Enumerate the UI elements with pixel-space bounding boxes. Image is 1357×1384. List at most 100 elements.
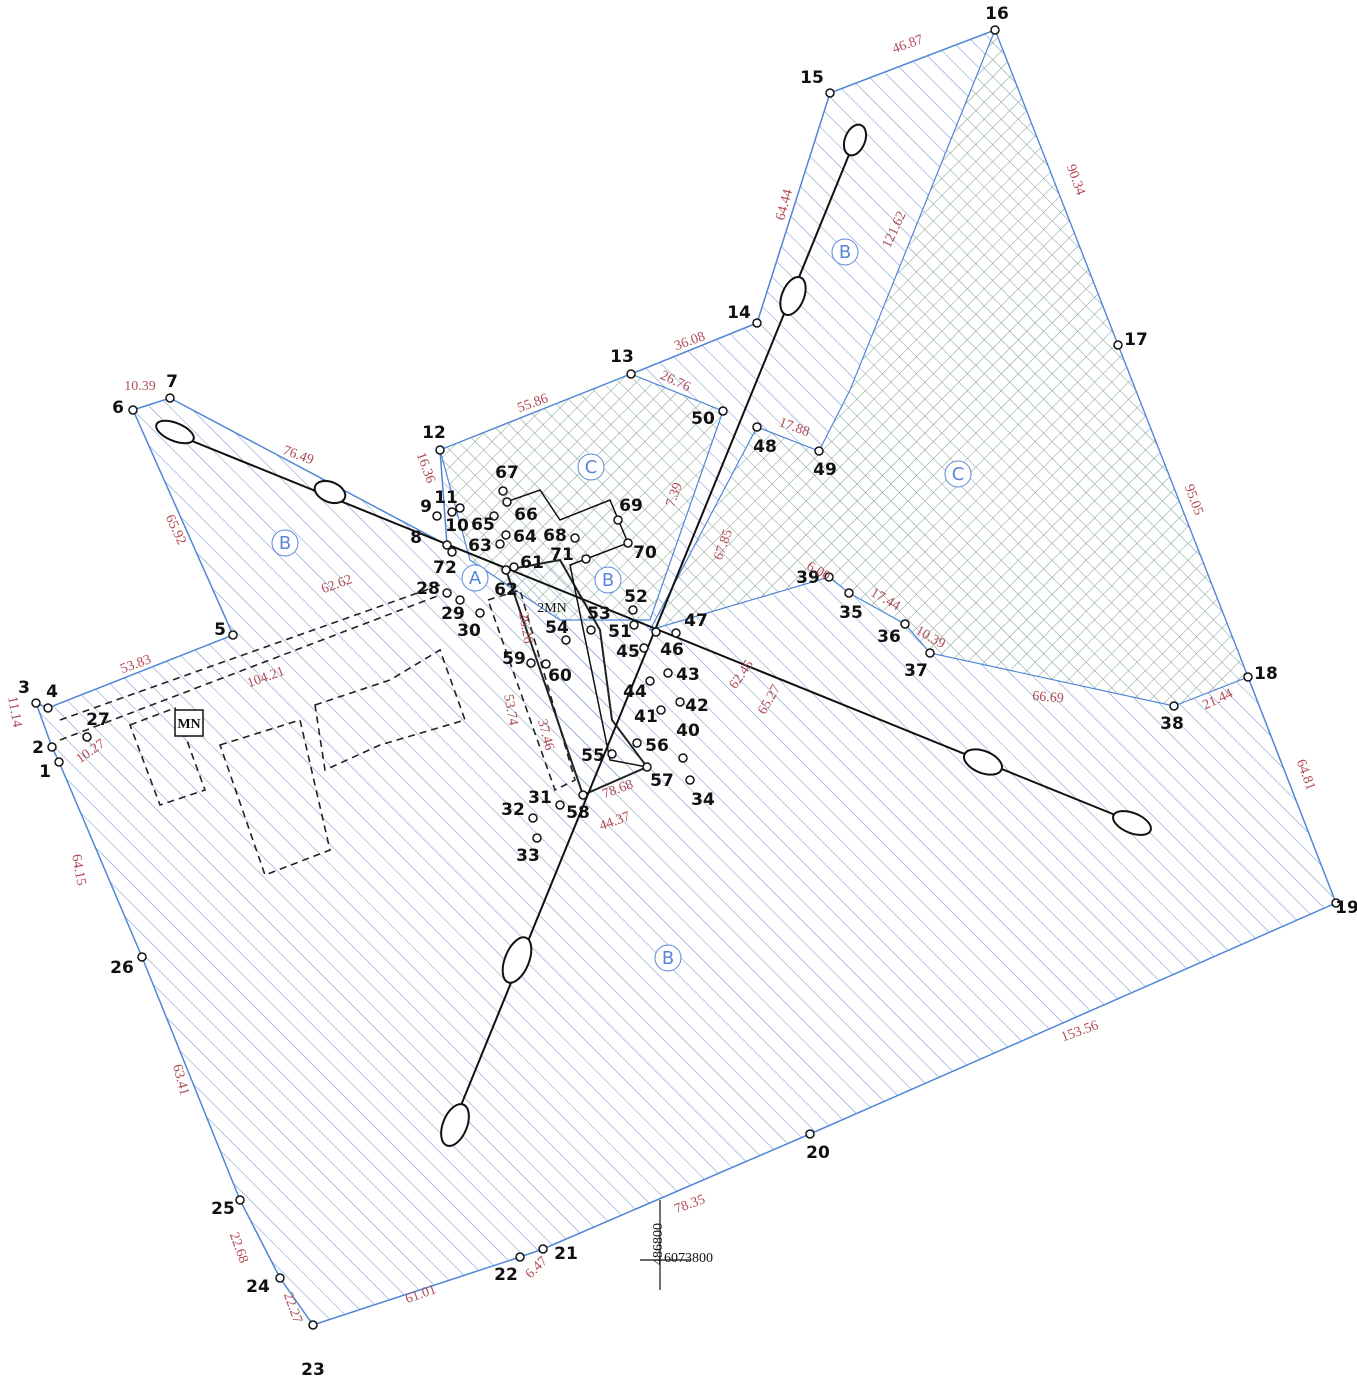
survey-point: [814, 446, 824, 456]
survey-point: [570, 533, 580, 543]
survey-point: [628, 605, 638, 615]
point-label: 7: [166, 372, 178, 392]
point-label: 4: [46, 682, 58, 702]
point-label: 16: [985, 4, 1009, 24]
survey-point: [228, 630, 238, 640]
survey-point: [578, 790, 588, 800]
point-label: 1: [39, 762, 51, 782]
point-label: 50: [691, 409, 715, 429]
point-label: 67: [495, 463, 519, 483]
point-label: 40: [676, 721, 700, 741]
survey-point: [501, 530, 511, 540]
survey-point: [31, 698, 41, 708]
survey-point: [515, 1252, 525, 1262]
point-label: 45: [616, 642, 640, 662]
point-label: 47: [684, 611, 708, 631]
point-label: 64: [513, 527, 537, 547]
point-label: 32: [501, 800, 525, 820]
point-label: 62: [494, 580, 518, 600]
point-label: 34: [691, 790, 715, 810]
point-label: 18: [1254, 664, 1278, 684]
zone-label: B: [602, 570, 614, 591]
distance-label: 11.14: [4, 695, 24, 728]
point-label: 8: [410, 528, 422, 548]
well: [779, 276, 807, 316]
survey-point: [656, 705, 666, 715]
point-label: 12: [422, 423, 446, 443]
point-label: 13: [610, 347, 634, 367]
boundary-dashed: [59, 584, 441, 721]
survey-point: [1331, 898, 1341, 908]
well: [440, 1103, 470, 1147]
survey-point: [990, 25, 1000, 35]
survey-point: [613, 515, 623, 525]
point-label: 19: [1335, 898, 1357, 918]
survey-point: [509, 562, 519, 572]
grid-y: 6073800: [664, 1251, 713, 1266]
point-label: 22: [494, 1265, 518, 1285]
survey-point: [498, 486, 508, 496]
survey-point: [235, 1195, 245, 1205]
survey-point: [561, 635, 571, 645]
point-label: 66: [514, 505, 538, 525]
survey-point: [455, 595, 465, 605]
survey-point: [825, 88, 835, 98]
point-label: 44: [623, 682, 647, 702]
point-label: 48: [753, 437, 777, 457]
point-label: 37: [904, 661, 928, 681]
distance-label: 64.15: [68, 853, 88, 887]
point-label: 28: [416, 579, 440, 599]
well: [313, 479, 347, 505]
point-label: 41: [634, 707, 658, 727]
survey-point: [824, 572, 834, 582]
mn-box: [174, 709, 204, 737]
survey-point: [675, 697, 685, 707]
survey-point: [678, 753, 688, 763]
point-label: 11: [434, 488, 458, 508]
survey-point: [925, 648, 935, 658]
point-label: 10: [445, 516, 469, 536]
survey-point: [489, 511, 499, 521]
building: [314, 648, 467, 772]
survey-point: [432, 511, 442, 521]
point-label: 56: [645, 736, 669, 756]
distance-label: 26.26: [515, 611, 535, 645]
survey-point: [671, 628, 681, 638]
point-label: 31: [528, 788, 552, 808]
point-label: 2: [32, 738, 44, 758]
survey-point: [501, 565, 511, 575]
point-label: 54: [545, 618, 569, 638]
point-label: 57: [650, 771, 674, 791]
survey-point: [555, 800, 565, 810]
point-label: 51: [608, 622, 632, 642]
survey-point: [581, 554, 591, 564]
survey-point: [137, 952, 147, 962]
point-label: 49: [813, 460, 837, 480]
zone-label: B: [279, 533, 291, 554]
survey-point: [541, 659, 551, 669]
survey-point: [651, 627, 661, 637]
grid-x: 486800: [651, 1223, 666, 1265]
survey-point: [455, 503, 465, 513]
point-label: 29: [441, 604, 465, 624]
survey-point: [586, 625, 596, 635]
survey-point: [900, 619, 910, 629]
point-label: 5: [214, 620, 226, 640]
survey-point: [526, 658, 536, 668]
survey-point: [442, 588, 452, 598]
survey-point: [308, 1320, 318, 1330]
point-label: 23: [301, 1360, 325, 1380]
survey-point: [752, 318, 762, 328]
survey-point: [685, 775, 695, 785]
distance-label: 66.69: [1032, 689, 1065, 707]
point-label: 72: [433, 558, 457, 578]
survey-point: [1113, 340, 1123, 350]
zone-label: B: [839, 242, 851, 263]
symbol-label: 2MN: [537, 601, 567, 616]
distance-label: 16.36: [413, 451, 438, 486]
point-label: 38: [1160, 714, 1184, 734]
distance-label: 10.39: [124, 379, 156, 394]
zone-circle: [577, 453, 605, 481]
survey-point: [502, 497, 512, 507]
